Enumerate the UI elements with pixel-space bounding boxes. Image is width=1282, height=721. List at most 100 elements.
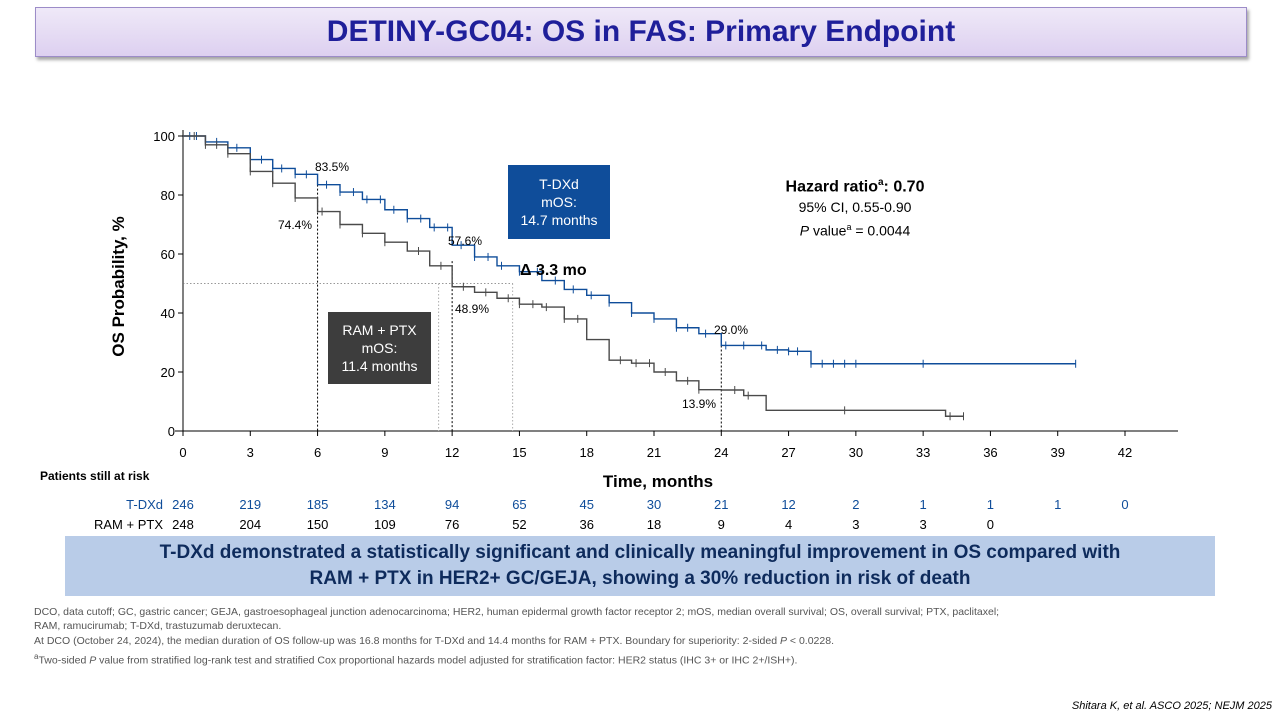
risk-cell: 30	[646, 497, 662, 512]
risk-cell: 248	[172, 517, 194, 532]
hr-sup: a	[877, 177, 884, 188]
footnote-abbrev-1: DCO, data cutoff; GC, gastric cancer; GE…	[34, 606, 1000, 618]
km-curve-ram	[183, 135, 964, 417]
label-ram-12mo: 48.9%	[455, 302, 489, 316]
y-tick-label: 60	[161, 247, 175, 262]
risk-cell: 3	[919, 517, 927, 532]
fa-text-b: value from stratified log-rank test and …	[96, 654, 798, 667]
chart-curves	[183, 132, 1077, 421]
ram-box-line1: RAM + PTX	[342, 322, 417, 338]
risk-cell: 1	[919, 497, 927, 512]
x-tick-label: 33	[916, 445, 930, 460]
label-tdxd-24mo: 29.0%	[714, 323, 748, 337]
fa-sup: a	[34, 652, 39, 661]
citation: Shitara K, et al. ASCO 2025; NEJM 2025	[1071, 700, 1272, 712]
risk-cell: 150	[306, 517, 329, 532]
risk-cell: 185	[306, 497, 329, 512]
risk-cell: 36	[579, 517, 594, 532]
banner-line-2: RAM + PTX in HER2+ GC/GEJA, showing a 30…	[309, 568, 971, 589]
title-bar: DETINY-GC04: OS in FAS: Primary Endpoint	[35, 7, 1247, 57]
risk-cell: 134	[373, 497, 396, 512]
tdxd-box-line1: T-DXd	[539, 176, 579, 192]
risk-cell: 21	[714, 497, 729, 512]
page-title: DETINY-GC04: OS in FAS: Primary Endpoint	[326, 15, 956, 48]
x-tick-label: 3	[247, 445, 254, 460]
risk-cell: 109	[373, 517, 396, 532]
y-tick-label: 20	[161, 365, 175, 380]
risk-cell: 65	[512, 497, 527, 512]
hazard-p: P valuea = 0.0044	[745, 217, 965, 241]
fa-text-a: Two-sided	[38, 654, 90, 667]
chart-labels: 83.5% 74.4% 57.6% 48.9% 29.0% 13.9%	[278, 160, 748, 411]
y-tick-label: 80	[161, 188, 175, 203]
x-tick-label: 24	[714, 445, 728, 460]
banner-line-1: T-DXd demonstrated a statistically signi…	[159, 542, 1121, 563]
y-tick-label: 40	[161, 306, 175, 321]
x-tick-label: 36	[983, 445, 997, 460]
y-tick-label: 0	[168, 424, 175, 439]
risk-cell: 0	[986, 517, 995, 532]
risk-cell: 1	[986, 497, 995, 512]
risk-cell: 94	[444, 497, 460, 512]
x-tick-label: 30	[849, 445, 863, 460]
risk-cell: 3	[852, 517, 860, 532]
x-tick-label: 12	[445, 445, 459, 460]
label-tdxd-6mo: 83.5%	[315, 160, 349, 174]
hazard-ci: 95% CI, 0.55-0.90	[798, 199, 912, 216]
tdxd-box-line3: 14.7 months	[520, 212, 598, 228]
risk-cell: 1	[1054, 497, 1062, 512]
x-tick-label: 39	[1050, 445, 1064, 460]
y-tick-label: 100	[153, 129, 175, 144]
label-tdxd-12mo: 57.6%	[448, 234, 482, 248]
p-label: value	[809, 222, 847, 239]
risk-cell: 52	[512, 517, 527, 532]
tdxd-box-line2: mOS:	[541, 194, 577, 210]
x-tick-label: 27	[781, 445, 795, 460]
risk-cell: 9	[717, 517, 725, 532]
chart-axes: 0 3 6 9 12 15 18 21 24 27 30 33 36 39 42020406080100OS…	[109, 129, 1178, 491]
risk-cell: 2	[852, 497, 860, 512]
p-sup: a	[846, 222, 852, 233]
footnote-dco: At DCO (October 24, 2024), the median du…	[34, 635, 1254, 648]
risk-cell: 0	[1121, 497, 1129, 512]
x-tick-label: 6	[314, 445, 321, 460]
risk-cell: 45	[579, 497, 594, 512]
risk-cell: 4	[784, 517, 793, 532]
x-tick-label: 21	[647, 445, 661, 460]
y-axis-title: OS Probability, %	[109, 216, 128, 356]
conclusion-banner: T-DXd demonstrated a statistically signi…	[65, 536, 1215, 596]
dco-p: P	[779, 635, 787, 647]
label-ram-6mo: 74.4%	[278, 218, 312, 232]
risk-cell: 12	[781, 497, 796, 512]
dco-end: < 0.0228.	[786, 635, 834, 647]
chart-guides	[183, 184, 722, 431]
x-tick-label: 18	[579, 445, 593, 460]
risk-cell: 18	[646, 517, 662, 532]
footnote-a: aTwo-sided P value from stratified log-r…	[34, 650, 1254, 668]
risk-row-name: T-DXd	[126, 497, 163, 512]
fa-p: P	[89, 654, 97, 667]
label-ram-24mo: 13.9%	[682, 397, 716, 411]
x-tick-label: 42	[1118, 445, 1132, 460]
risk-row-name: RAM + PTX	[94, 517, 163, 532]
risk-cell: 204	[239, 517, 262, 532]
risk-cell: 219	[239, 497, 262, 512]
hr-label: Hazard ratio	[785, 178, 878, 196]
risk-cell: 76	[444, 517, 460, 532]
hazard-ratio-block: Hazard ratioa: 0.70 95% CI, 0.55-0.90 P …	[745, 173, 965, 241]
dco-text: At DCO (October 24, 2024), the median du…	[34, 635, 780, 647]
risk-table-header: Patients still at risk	[40, 469, 150, 483]
p-italic: P	[799, 222, 810, 239]
x-axis-title: Time, months	[603, 472, 713, 491]
x-tick-label: 9	[381, 445, 388, 460]
tdxd-median-box: T-DXd mOS: 14.7 months	[508, 165, 610, 239]
hr-value: : 0.70	[883, 178, 925, 196]
x-tick-label: 0	[179, 445, 186, 460]
x-tick-label: 15	[512, 445, 526, 460]
ram-median-box: RAM + PTX mOS: 11.4 months	[328, 312, 431, 384]
hazard-ratio-title: Hazard ratioa: 0.70	[745, 173, 965, 197]
p-value: = 0.0044	[851, 222, 911, 239]
risk-cell: 246	[172, 497, 194, 512]
ram-box-line2: mOS:	[361, 340, 398, 356]
